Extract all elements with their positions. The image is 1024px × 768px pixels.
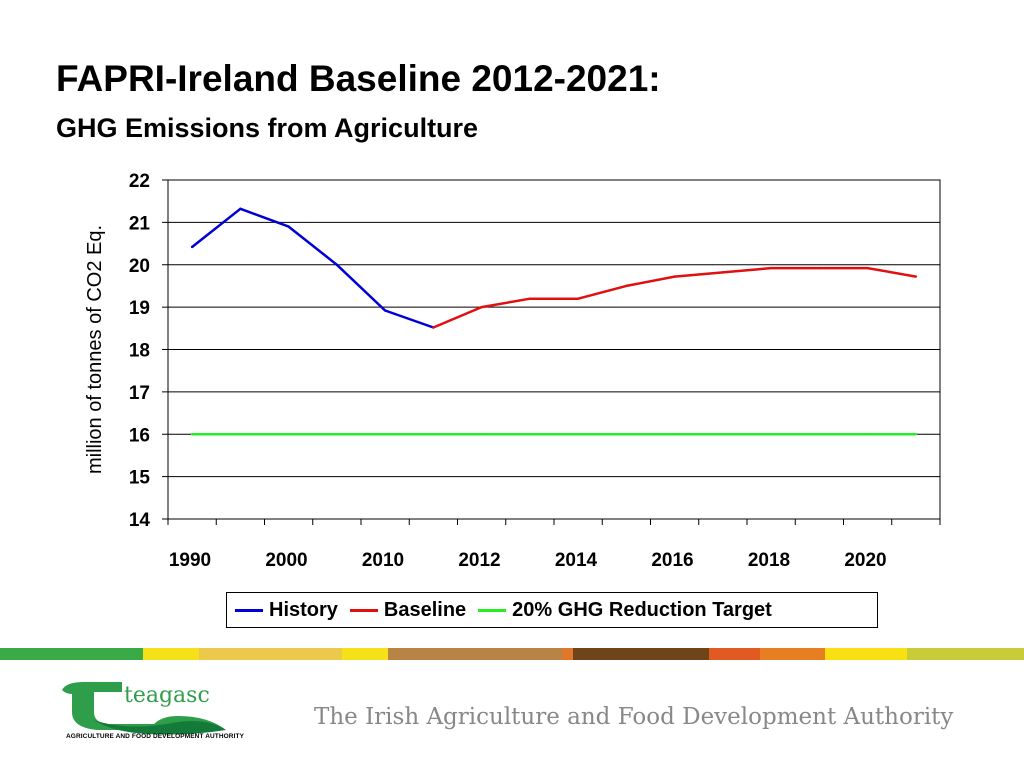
data-point xyxy=(335,433,339,436)
data-point xyxy=(190,433,194,436)
data-point xyxy=(335,263,339,266)
y-tick-label: 21 xyxy=(129,213,151,234)
history-swatch xyxy=(235,608,263,612)
strip-segment xyxy=(825,648,908,660)
y-tick-label: 14 xyxy=(129,510,151,531)
data-point xyxy=(673,275,676,278)
data-point xyxy=(625,284,628,288)
data-point xyxy=(914,433,918,436)
legend-item-history: History xyxy=(235,599,338,622)
y-tick-label: 20 xyxy=(129,256,150,277)
y-axis-title: million of tonnes of CO2 Eq. xyxy=(84,225,106,474)
data-point xyxy=(673,433,676,436)
data-point xyxy=(239,207,242,210)
strip-segment xyxy=(708,648,761,660)
strip-segment xyxy=(0,648,144,660)
data-point xyxy=(576,433,580,436)
data-point xyxy=(287,433,290,436)
strip-segment xyxy=(143,648,199,660)
data-point xyxy=(383,433,387,436)
logo-wordmark: teagasc xyxy=(124,683,210,708)
data-point xyxy=(818,266,821,270)
legend-label-history: History xyxy=(269,598,338,621)
data-point xyxy=(769,433,773,436)
data-point xyxy=(190,245,194,249)
strip-segment xyxy=(198,648,342,660)
y-tick-label: 18 xyxy=(129,341,150,362)
x-tick-label: 2018 xyxy=(748,550,790,571)
data-point xyxy=(480,433,483,436)
teagasc-logo: teagasc xyxy=(62,682,226,735)
legend-label-target: 20% GHG Reduction Target xyxy=(512,598,772,621)
strip-segment xyxy=(561,648,574,660)
plot-area xyxy=(167,179,941,520)
data-point xyxy=(528,433,532,436)
data-point xyxy=(914,275,918,278)
slide-subtitle: GHG Emissions from Agriculture xyxy=(56,113,479,143)
data-point xyxy=(576,297,580,300)
strip-segment xyxy=(341,648,388,660)
data-point xyxy=(432,433,435,436)
y-tick-label: 19 xyxy=(129,298,150,319)
target-swatch xyxy=(478,608,507,612)
y-tick-label: 17 xyxy=(129,383,150,404)
data-point xyxy=(239,433,242,436)
y-tick-label: 22 xyxy=(129,171,150,192)
line-chart: 14 15 16 17 18 19 20 21 22 1990 2000 2010 2012 2014 2… xyxy=(84,171,941,571)
strip-segment xyxy=(760,648,826,660)
y-tick-label: 16 xyxy=(129,425,150,446)
data-point xyxy=(287,225,290,228)
data-point xyxy=(528,297,532,300)
authority-tagline: The Irish Agriculture and Food Developme… xyxy=(314,704,954,730)
strip-segment xyxy=(907,648,1024,660)
x-tick-label: 2020 xyxy=(844,550,886,571)
x-tick-label: 1990 xyxy=(169,550,211,571)
x-tick-label: 2010 xyxy=(362,550,404,571)
data-point xyxy=(383,309,387,312)
legend-item-baseline: Baseline xyxy=(349,598,467,622)
logo-caption: AGRICULTURE AND FOOD DEVELOPMENT AUTHORI… xyxy=(66,733,245,740)
data-point xyxy=(721,271,725,274)
series-line-0 xyxy=(191,207,434,329)
legend-item-target: 20% GHG Reduction Target xyxy=(478,599,772,622)
baseline-swatch xyxy=(349,608,378,612)
data-point xyxy=(769,266,773,270)
data-point xyxy=(866,433,869,436)
data-point xyxy=(432,326,435,329)
data-point xyxy=(721,433,725,436)
slide-title: FAPRI-Ireland Baseline 2012-2021: xyxy=(56,58,661,99)
y-tick-label: 15 xyxy=(129,468,151,489)
x-tick-label: 2000 xyxy=(265,550,307,571)
strip-segment xyxy=(573,648,709,660)
x-tick-label: 2016 xyxy=(651,550,693,571)
data-point xyxy=(866,266,869,270)
color-strip xyxy=(0,648,1024,660)
data-point xyxy=(818,433,821,436)
data-point xyxy=(480,305,483,309)
x-tick-label: 2014 xyxy=(555,550,598,571)
x-tick-label: 2012 xyxy=(458,550,500,571)
data-point xyxy=(625,433,628,436)
chart-legend: History Baseline 20% GHG Reduction Targe… xyxy=(226,592,878,628)
strip-segment xyxy=(387,648,562,660)
legend-label-baseline: Baseline xyxy=(383,598,467,621)
